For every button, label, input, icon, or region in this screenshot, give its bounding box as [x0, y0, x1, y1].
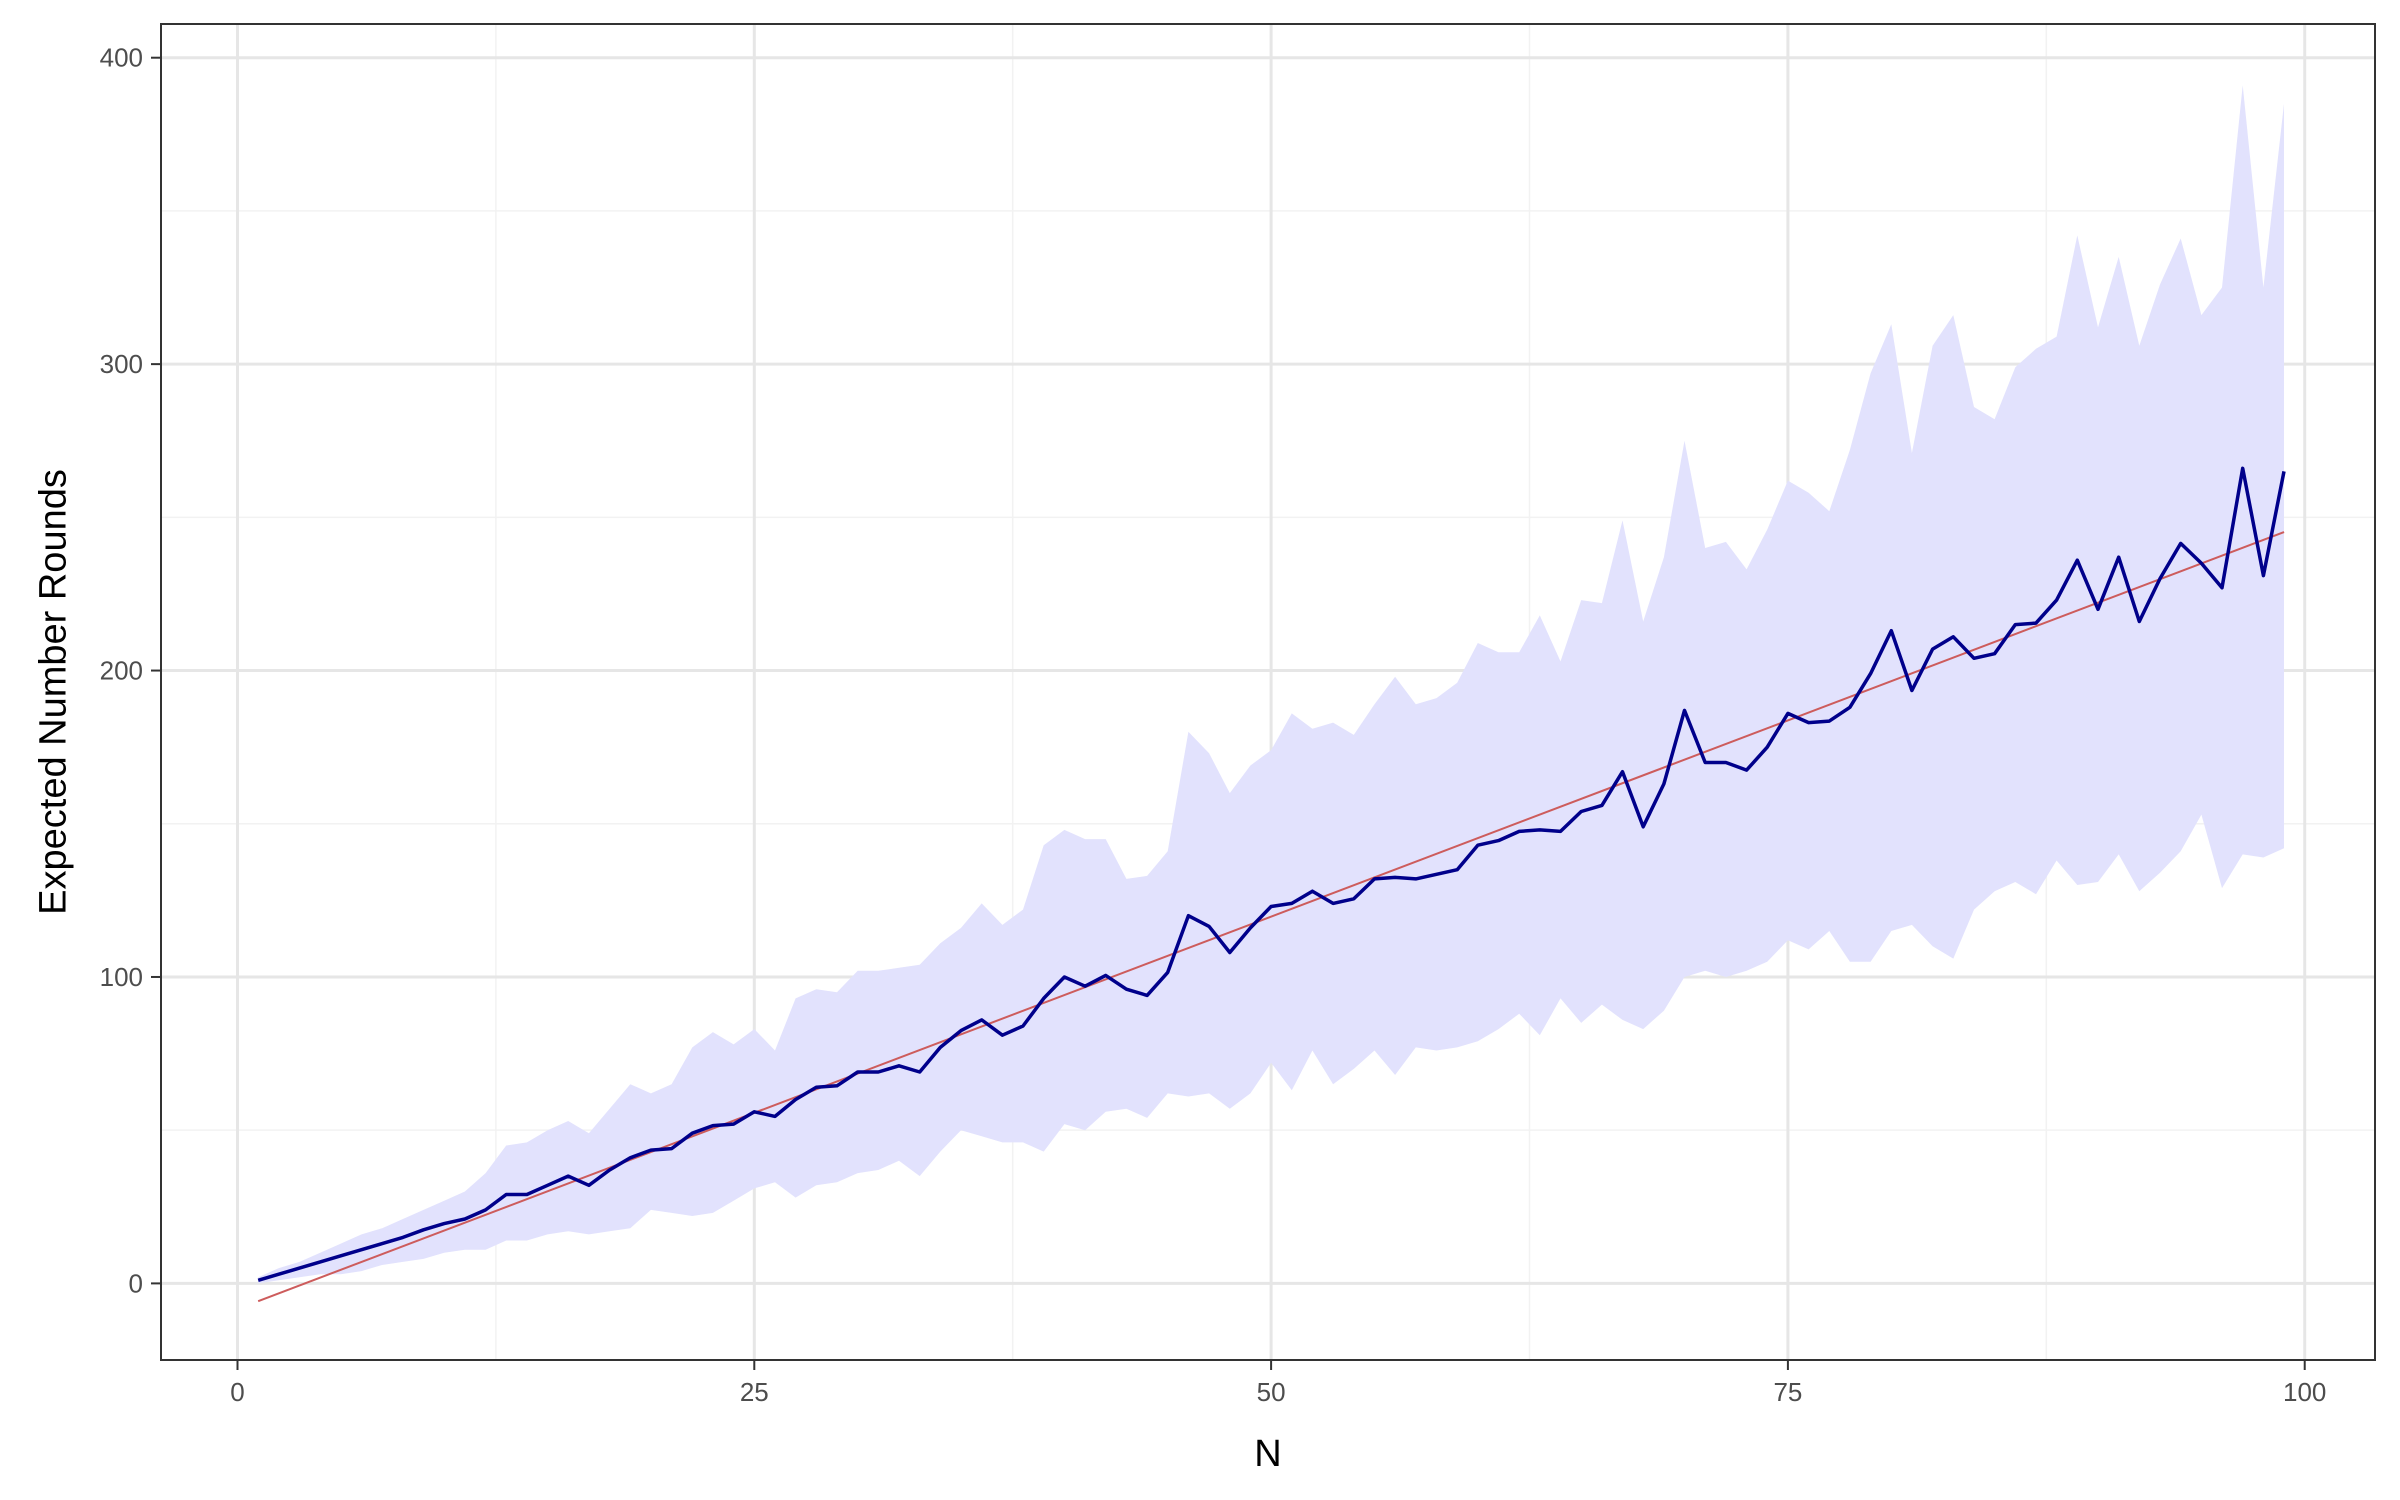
y-axis-ticks: 0 100 200 300 400 — [100, 43, 161, 1298]
y-tick-label: 300 — [100, 349, 143, 379]
y-tick-label: 200 — [100, 656, 143, 686]
x-axis-title: N — [1254, 1433, 1281, 1475]
x-axis-ticks: 0 25 50 75 100 — [230, 1360, 2326, 1407]
y-tick-label: 400 — [100, 43, 143, 73]
x-tick-label: 0 — [230, 1377, 244, 1407]
y-tick-label: 100 — [100, 962, 143, 992]
x-tick-label: 100 — [2283, 1377, 2326, 1407]
mean-rounds-line — [257, 466, 2286, 1282]
x-tick-label: 25 — [740, 1377, 769, 1407]
ribbon-band — [258, 85, 2285, 1284]
panel-border — [160, 23, 2376, 1361]
x-tick-label: 75 — [1773, 1377, 1802, 1407]
y-tick-label: 0 — [129, 1268, 143, 1298]
x-tick-label: 50 — [1257, 1377, 1286, 1407]
linear-fit-line — [257, 531, 2285, 1303]
y-axis-title: Expected Number Rounds — [32, 469, 74, 915]
